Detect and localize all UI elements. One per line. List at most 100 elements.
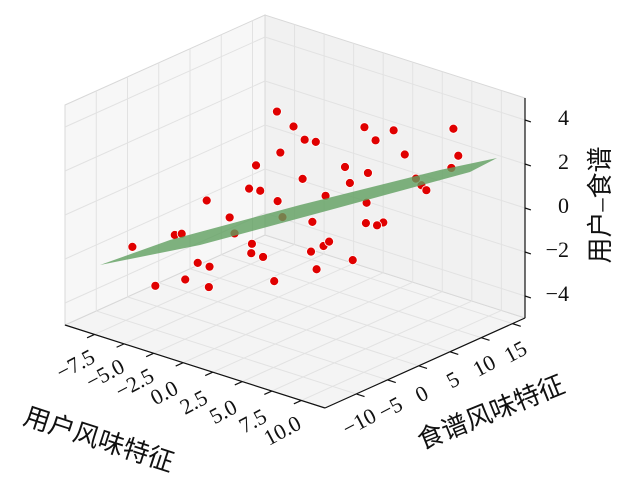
point <box>204 261 215 272</box>
z-tick <box>524 207 532 211</box>
grid-line <box>127 296 388 381</box>
grid-line <box>64 80 266 172</box>
y-tick-label: −10 <box>338 403 380 441</box>
grid-line <box>64 124 266 216</box>
x-tick <box>145 352 154 358</box>
z-tick <box>524 251 532 255</box>
grid-line <box>264 168 526 253</box>
point <box>269 276 280 287</box>
y-tick-label: −5 <box>374 391 406 424</box>
x-tick-label: 5.0 <box>205 394 241 429</box>
grid-line <box>264 212 526 297</box>
x-tick <box>204 371 213 377</box>
z-tick <box>524 163 532 167</box>
point <box>324 236 334 247</box>
y-tick <box>481 337 490 341</box>
point <box>306 246 316 257</box>
point <box>255 185 266 196</box>
x-tick <box>116 343 125 348</box>
grid-line <box>158 282 419 367</box>
z-tick <box>524 295 532 299</box>
grid-line <box>64 168 266 260</box>
points <box>127 106 464 292</box>
point <box>363 168 373 178</box>
z-tick-label: −4 <box>546 281 569 306</box>
grid-line <box>264 80 526 165</box>
regression-plane <box>100 158 497 265</box>
z-tick-label: 2 <box>558 149 569 174</box>
grid-line <box>153 262 354 354</box>
y-tick-label: 5 <box>442 366 463 393</box>
point <box>340 162 350 172</box>
grid-line <box>212 281 413 373</box>
point <box>344 178 355 188</box>
x-axis-label: 用户风味特征 <box>20 402 177 478</box>
point <box>244 183 254 194</box>
point <box>180 274 191 285</box>
y-tick <box>387 379 396 384</box>
point <box>247 238 257 249</box>
point <box>370 135 381 146</box>
axis-line <box>64 324 326 409</box>
grid-line <box>271 300 473 392</box>
point <box>224 212 235 223</box>
point <box>399 149 410 160</box>
point <box>307 216 318 227</box>
point <box>192 258 203 268</box>
point <box>150 280 161 291</box>
z-axis-label: 用户–食谱 <box>586 146 615 263</box>
point <box>388 125 399 136</box>
point <box>288 121 299 132</box>
point <box>246 248 257 259</box>
y-tick <box>449 351 459 355</box>
point <box>347 255 358 266</box>
point <box>203 282 214 292</box>
y-tick <box>356 393 365 398</box>
y-tick <box>512 323 521 327</box>
point <box>258 252 268 262</box>
point <box>201 195 212 206</box>
x-tick-label: 10.0 <box>259 410 305 450</box>
point <box>310 136 321 147</box>
point <box>453 150 464 161</box>
grid-line <box>96 310 357 395</box>
grid-line <box>182 272 384 364</box>
y-tick-label: 15 <box>500 335 531 367</box>
grid-line <box>221 254 482 339</box>
point <box>275 147 286 158</box>
point <box>272 106 282 117</box>
y-tick <box>418 365 428 370</box>
z-tick-label: 0 <box>558 193 569 218</box>
z-tick-label: −2 <box>546 237 569 262</box>
x-tick <box>86 333 95 339</box>
axis-line <box>324 317 526 409</box>
x-tick <box>175 362 184 367</box>
x-tick <box>293 399 302 405</box>
y-axis-label: 食谱风味特征 <box>413 370 569 455</box>
point <box>127 241 138 252</box>
grid-line <box>189 268 451 353</box>
z-tick <box>524 119 532 123</box>
point <box>311 264 322 275</box>
point <box>448 123 459 134</box>
point <box>359 122 370 133</box>
x-tick <box>234 381 243 386</box>
grid-line <box>252 240 513 325</box>
grid-line <box>264 36 526 121</box>
point <box>372 220 382 231</box>
z-tick-label: 4 <box>558 105 569 130</box>
y-tick-label: 10 <box>469 349 500 381</box>
x-tick-label: 2.5 <box>176 385 212 420</box>
y-tick-label: 0 <box>411 380 432 407</box>
point <box>272 196 283 207</box>
axes-panes <box>63 14 527 409</box>
grid-line <box>123 253 325 345</box>
point <box>361 218 371 229</box>
grid-line <box>64 36 266 128</box>
point <box>297 173 308 184</box>
grid-line <box>242 291 443 383</box>
point <box>251 160 261 171</box>
point <box>421 185 432 196</box>
grid-line <box>301 309 502 401</box>
